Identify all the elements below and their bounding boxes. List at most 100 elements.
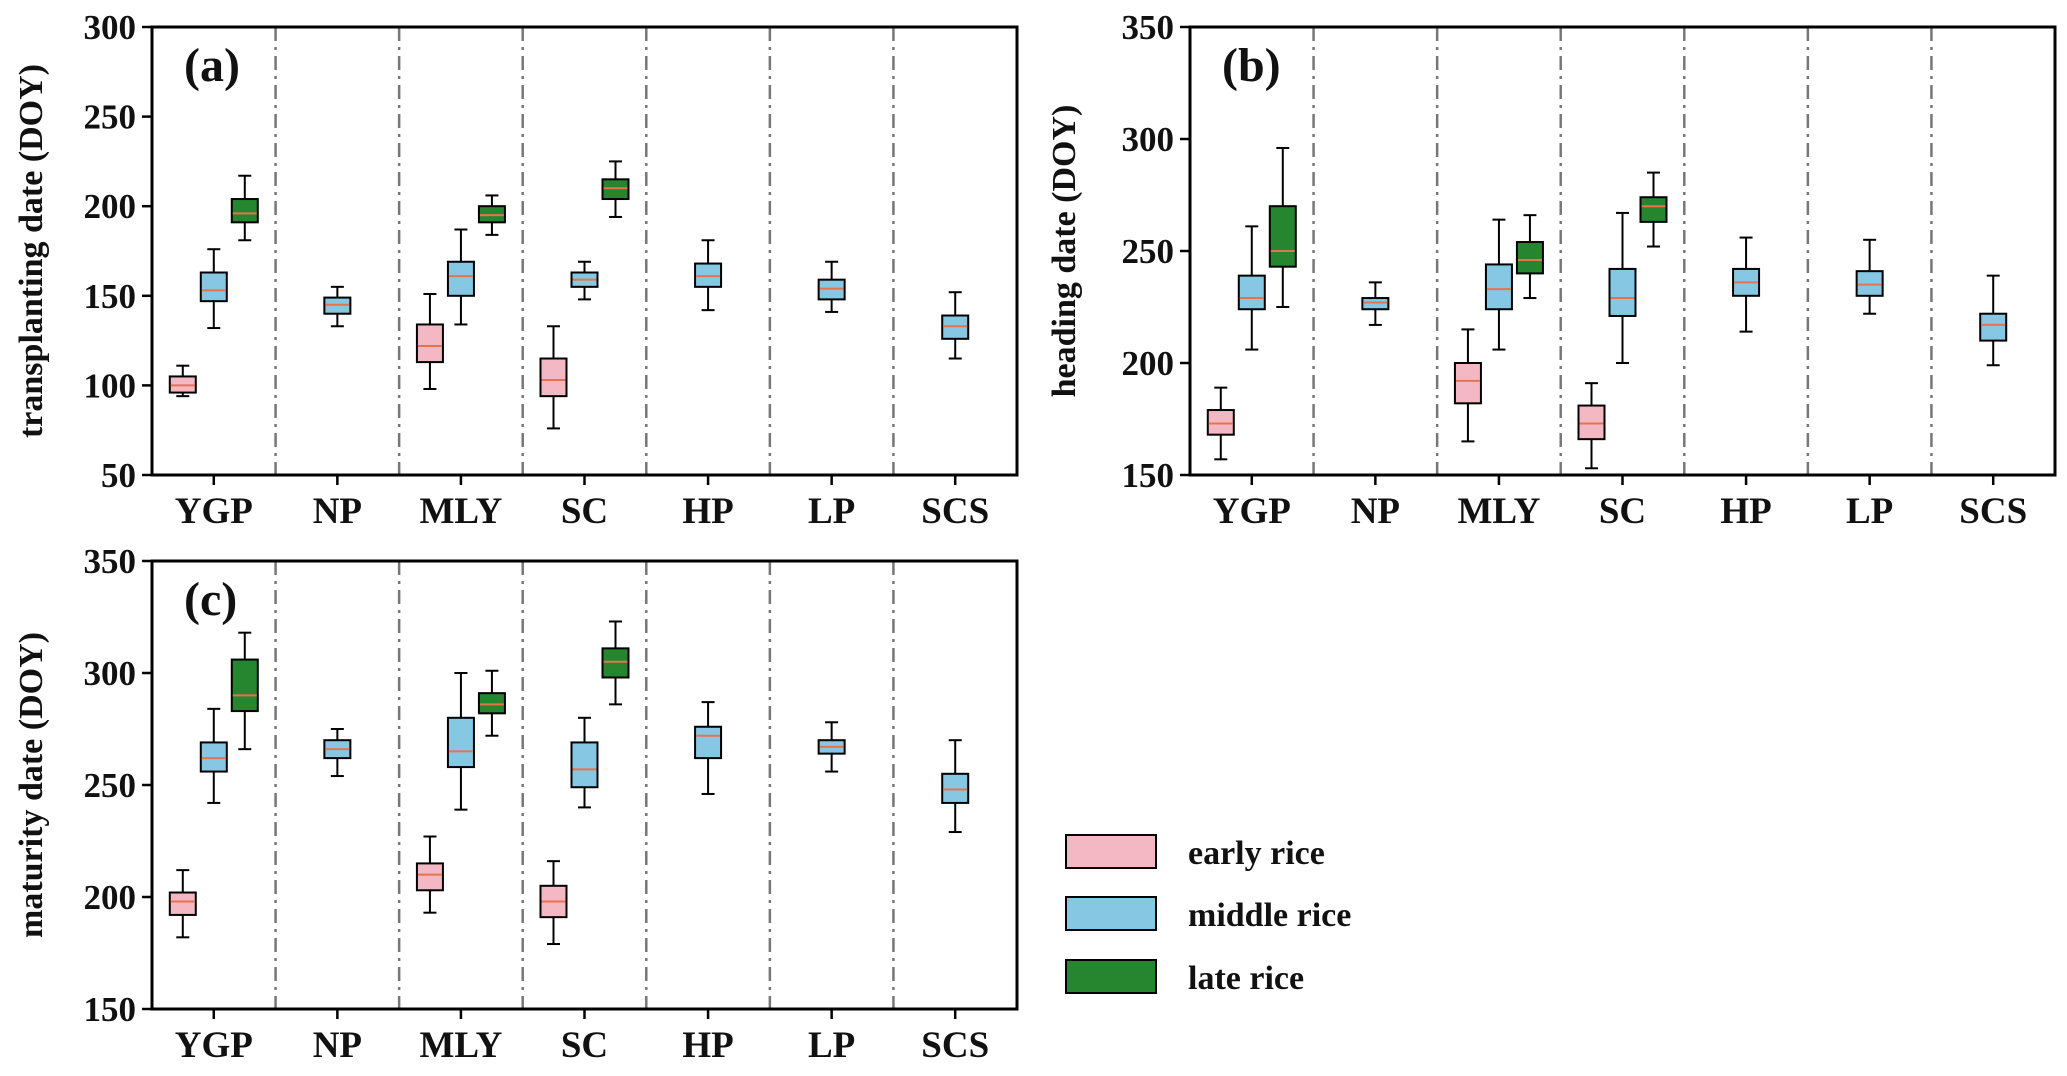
legend-label-middle: middle rice: [1188, 897, 1351, 934]
box-scs-middle: [941, 291, 970, 360]
box-iqr: [168, 891, 197, 916]
x-tick-label: NP: [313, 1025, 362, 1066]
x-tick-label: SC: [561, 1025, 608, 1066]
y-tick-label: 50: [101, 456, 136, 495]
box-scs-middle: [1979, 274, 2008, 367]
box-sc-middle: [570, 716, 599, 809]
box-iqr: [1237, 274, 1266, 311]
x-tick-label: HP: [682, 1025, 733, 1066]
x-tick-label: MLY: [1457, 491, 1540, 532]
x-tick-label: LP: [808, 491, 855, 532]
box-lp-middle: [817, 260, 846, 313]
box-iqr: [1639, 196, 1668, 223]
y-tick-label: 150: [1122, 456, 1175, 495]
box-iqr: [1268, 205, 1297, 268]
box-mly-middle: [446, 672, 475, 811]
box-sc-early: [1577, 382, 1606, 470]
box-ygp-early: [168, 364, 197, 398]
box-iqr: [230, 198, 259, 224]
x-tick-label: HP: [682, 491, 733, 532]
y-tick-label: 250: [1122, 232, 1175, 271]
x-tick-label: SCS: [1959, 491, 2027, 532]
panel-a-transplanting: 50 100 150 200 250 300 YGP NP MLY SC HP LP SCS transp…: [13, 8, 1019, 532]
box-mly-middle: [446, 228, 475, 326]
box-sc-late: [1639, 171, 1668, 248]
box-ygp-middle: [1237, 225, 1266, 351]
box-iqr: [199, 271, 228, 303]
box-sc-early: [539, 325, 568, 430]
y-tick-label: 350: [1122, 8, 1175, 47]
x-tick-label: NP: [1351, 491, 1400, 532]
y-tick-label: 200: [84, 187, 137, 226]
box-mly-late: [477, 669, 506, 737]
box-sc-late: [601, 160, 630, 218]
y-tick-label: 300: [84, 8, 137, 47]
box-ygp-middle: [199, 707, 228, 804]
axes-frame: [150, 25, 1019, 477]
box-iqr: [1979, 312, 2008, 342]
box-ygp-late: [230, 631, 259, 751]
box-ygp-late: [1268, 146, 1297, 308]
x-tick-label: NP: [313, 491, 362, 532]
y-tick-label: 350: [84, 542, 137, 581]
box-iqr: [941, 772, 970, 804]
box-iqr: [230, 658, 259, 713]
box-iqr: [1855, 270, 1884, 297]
panel-label: (a): [184, 39, 240, 92]
box-iqr: [1608, 267, 1637, 317]
box-sc-middle: [1608, 211, 1637, 364]
y-axis-label: maturity date (DOY): [13, 632, 50, 938]
legend: early rice middle rice late rice: [1065, 834, 1351, 997]
panel-c-maturity: 150 200 250 300 350 YGP NP MLY SC HP LP SCS maturity…: [13, 542, 1019, 1066]
box-hp-middle: [694, 701, 723, 795]
box-lp-middle: [1855, 238, 1884, 315]
box-sc-late: [601, 620, 630, 706]
x-tick-label: LP: [808, 1025, 855, 1066]
box-sc-early: [539, 860, 568, 946]
panel-label: (c): [184, 573, 237, 626]
y-tick-label: 300: [1122, 120, 1175, 159]
box-iqr: [1361, 297, 1390, 311]
box-iqr: [694, 725, 723, 760]
box-iqr: [570, 741, 599, 789]
box-ygp-early: [1206, 386, 1235, 461]
legend-label-early: early rice: [1188, 835, 1325, 872]
box-iqr: [1484, 263, 1513, 311]
box-mly-late: [1515, 214, 1544, 300]
box-iqr: [1577, 404, 1606, 441]
box-ygp-middle: [199, 248, 228, 330]
box-iqr: [199, 741, 228, 773]
box-scs-middle: [941, 739, 970, 834]
x-tick-label: YGP: [1213, 491, 1291, 532]
box-np-middle: [323, 728, 352, 778]
box-mly-middle: [1484, 218, 1513, 351]
y-axis-label: transplanting date (DOY): [13, 64, 50, 438]
box-iqr: [477, 692, 506, 715]
box-iqr: [539, 357, 568, 398]
x-tick-label: SC: [1599, 491, 1646, 532]
box-iqr: [1206, 409, 1235, 436]
box-hp-middle: [694, 239, 723, 312]
x-tick-label: SCS: [921, 1025, 989, 1066]
x-tick-label: LP: [1846, 491, 1893, 532]
panel-b-heading: 150 200 250 300 350 YGP NP MLY SC HP LP SCS heading …: [1046, 8, 2057, 532]
box-iqr: [446, 716, 475, 769]
box-ygp-late: [230, 174, 259, 242]
box-iqr: [601, 647, 630, 679]
y-tick-label: 200: [84, 878, 137, 917]
x-tick-label: YGP: [175, 491, 253, 532]
panel-label: (b): [1222, 39, 1281, 92]
box-iqr: [446, 260, 475, 297]
box-iqr: [415, 862, 444, 892]
y-axis-label: heading date (DOY): [1046, 105, 1083, 398]
box-sc-middle: [570, 260, 599, 301]
legend-label-late: late rice: [1188, 960, 1304, 997]
box-mly-late: [477, 194, 506, 236]
x-tick-label: SC: [561, 491, 608, 532]
box-mly-early: [415, 835, 444, 914]
box-mly-early: [1453, 328, 1482, 443]
y-tick-label: 250: [84, 766, 137, 805]
box-lp-middle: [817, 721, 846, 773]
legend-swatch-middle: [1065, 896, 1157, 931]
